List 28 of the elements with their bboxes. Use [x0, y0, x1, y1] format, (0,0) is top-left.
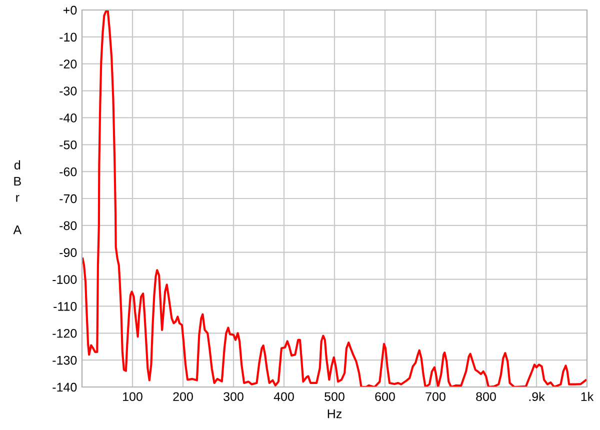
y-tick-label: -50	[60, 140, 77, 150]
x-tick-label: 200	[173, 392, 193, 402]
y-tick-label: -20	[60, 60, 77, 69]
x-tick-label: 600	[375, 392, 395, 402]
x-tick-label: 400	[274, 392, 294, 402]
y-tick-label: -90	[60, 248, 77, 258]
line-series	[82, 10, 587, 387]
x-tick-label: 100	[123, 392, 142, 402]
y-tick-label: -110	[54, 302, 77, 311]
y-tick-label: -40	[60, 114, 77, 122]
x-tick-label: .9k	[529, 392, 545, 402]
x-tick-label: 800	[476, 392, 496, 402]
x-tick-label: 300	[224, 392, 244, 402]
y-tick-label: -70	[60, 194, 77, 204]
y-tick-label: -80	[60, 221, 77, 230]
x-tick-label: 1k	[581, 392, 594, 401]
x-axis-title: Hz	[328, 410, 342, 418]
x-tick-label: 700	[426, 392, 446, 402]
y-tick-label: -30	[60, 86, 77, 96]
y-tick-label: -100	[52, 275, 77, 284]
y-tick-label: +0	[64, 6, 77, 15]
y-tick-label: -140	[52, 382, 77, 392]
text: dBr A	[13, 160, 22, 234]
y-tick-label: -60	[60, 167, 77, 176]
x-tick-label: 500	[324, 392, 344, 402]
y-tick-label: -10	[60, 32, 77, 42]
y-tick-label: -130	[52, 356, 77, 365]
y-tick-label: -120	[52, 328, 77, 338]
